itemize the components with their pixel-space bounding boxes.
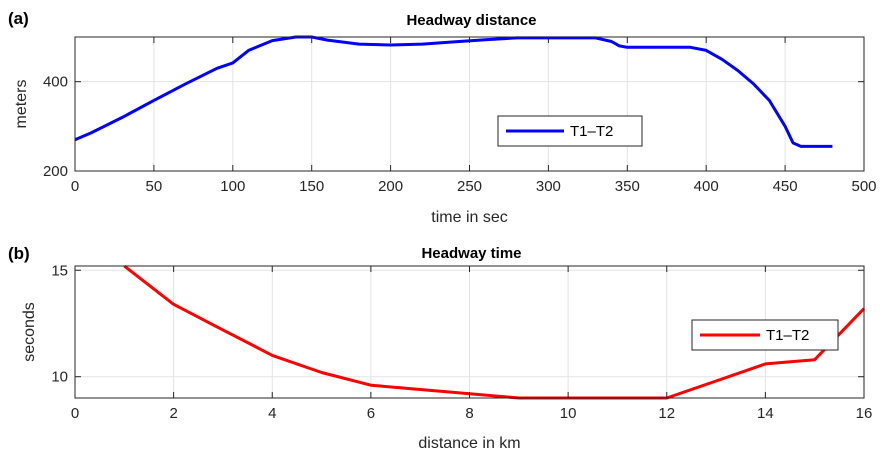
- x-tick-label: 50: [146, 178, 163, 195]
- y-tick-label: 15: [51, 262, 68, 279]
- x-tick-label: 100: [220, 178, 245, 195]
- x-tick-label: 200: [378, 178, 403, 195]
- x-tick-label: 0: [71, 405, 79, 422]
- x-tick-label: 2: [169, 405, 177, 422]
- x-tick-label: 400: [694, 178, 719, 195]
- x-tick-label: 12: [658, 405, 675, 422]
- panel-label: (a): [8, 9, 29, 28]
- x-tick-label: 14: [757, 405, 774, 422]
- y-tick-label: 10: [51, 369, 68, 386]
- x-tick-label: 0: [71, 178, 79, 195]
- x-tick-label: 150: [299, 178, 324, 195]
- panel-label: (b): [8, 244, 30, 263]
- x-tick-label: 450: [773, 178, 798, 195]
- x-axis-label: distance in km: [418, 435, 520, 452]
- legend-label: T1–T2: [570, 123, 613, 140]
- x-tick-label: 6: [367, 405, 375, 422]
- series-line: [74, 35, 833, 148]
- y-axis-label: meters: [13, 80, 30, 129]
- series-line: [123, 264, 866, 400]
- chart-panel-0: 0 50 100 150 200 250 300 350 400 450 500 200 400 Head…: [8, 9, 877, 226]
- x-tick-label: 350: [615, 178, 640, 195]
- y-tick-label: 400: [43, 74, 68, 91]
- y-axis-label: seconds: [21, 302, 38, 362]
- x-tick-label: 4: [268, 405, 276, 422]
- x-tick-label: 250: [457, 178, 482, 195]
- x-tick-label: 8: [465, 405, 473, 422]
- x-tick-label: 16: [856, 405, 873, 422]
- x-tick-label: 300: [536, 178, 561, 195]
- y-tick-label: 200: [43, 163, 68, 180]
- x-tick-label: 500: [851, 178, 876, 195]
- x-tick-label: 10: [560, 405, 577, 422]
- chart-title: Headway time: [421, 245, 521, 262]
- chart-panel-1: 0 2 4 6 8 10 12 14 16 10 15 Headway time (b) distance…: [8, 244, 872, 452]
- legend-label: T1–T2: [766, 327, 809, 344]
- x-axis-label: time in sec: [431, 209, 507, 226]
- legend: T1–T2: [691, 319, 839, 351]
- chart-title: Headway distance: [406, 12, 536, 29]
- legend-box: [691, 319, 839, 351]
- legend: T1–T2: [497, 115, 643, 147]
